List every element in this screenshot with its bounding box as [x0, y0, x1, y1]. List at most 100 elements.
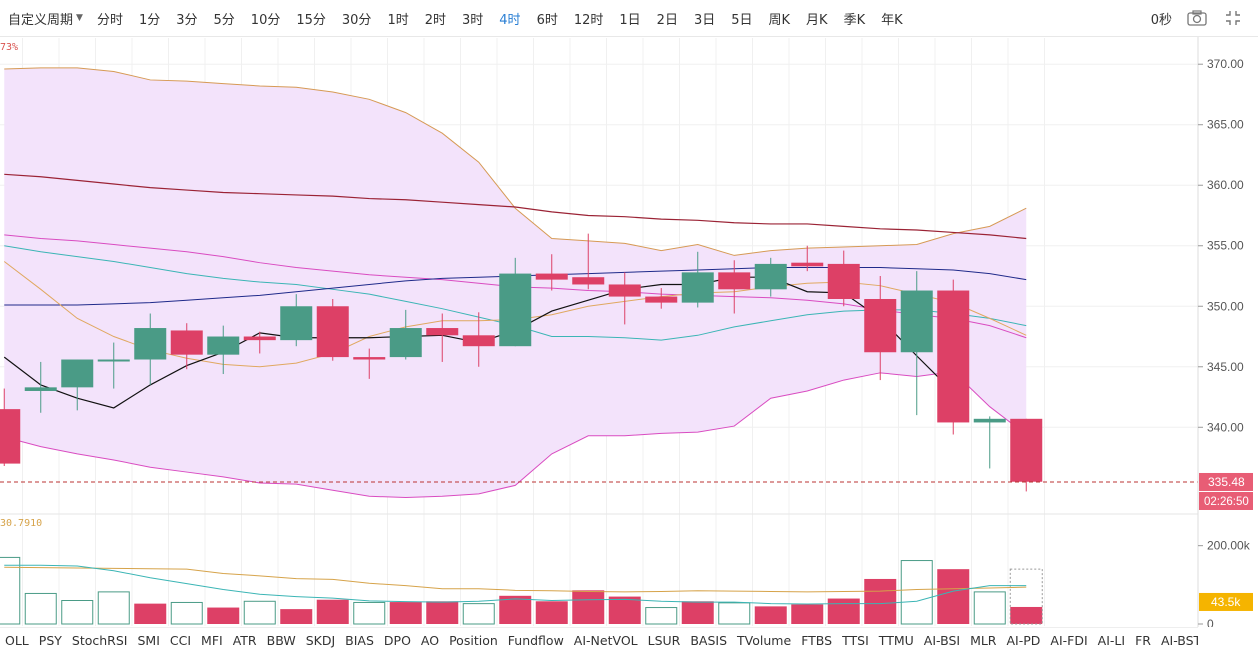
price-tick-label: 345.00: [1207, 360, 1244, 374]
candle-body: [608, 284, 641, 297]
indicator-tab[interactable]: SMI: [137, 632, 160, 648]
timeframe-tab[interactable]: 5分: [213, 12, 235, 28]
indicator-tab[interactable]: FTBS: [801, 632, 833, 648]
candle-body: [827, 263, 860, 299]
price-tick-label: 360.00: [1207, 178, 1244, 192]
volume-bar: [900, 560, 933, 625]
indicator-tab[interactable]: Fundflow: [507, 632, 564, 648]
volume-bar: [170, 601, 203, 625]
volume-bar: [97, 591, 130, 625]
indicator-tab[interactable]: AI-BST: [1160, 632, 1198, 648]
candle-body: [864, 298, 897, 353]
volume-bar: [937, 569, 970, 624]
timeframe-tab[interactable]: 分时: [96, 12, 123, 28]
volume-bar: [134, 603, 167, 624]
candle-body: [61, 359, 94, 388]
indicator-tab[interactable]: TTSI: [842, 632, 869, 648]
indicator-tab[interactable]: TVolume: [737, 632, 792, 648]
period-select-label: 自定义周期: [8, 12, 74, 28]
countdown-badge: [1199, 491, 1253, 510]
indicator-tab[interactable]: TTMU: [878, 632, 914, 648]
volume-bar: [791, 604, 824, 624]
volume-bar: [0, 556, 21, 625]
candle-body: [134, 328, 167, 360]
timeframe-tab[interactable]: 3日: [693, 12, 716, 28]
volume-bar-projection: [1009, 568, 1043, 625]
indicator-tab[interactable]: StochRSI: [71, 632, 128, 648]
candle-body: [645, 296, 678, 303]
indicator-tab[interactable]: OLL: [5, 632, 29, 648]
indicator-tab[interactable]: CCI: [169, 632, 192, 648]
volume-bar: [426, 601, 459, 624]
timeframe-tab[interactable]: 周K: [768, 12, 791, 28]
indicator-tab[interactable]: AI-LI: [1097, 632, 1126, 648]
indicator-tab[interactable]: Position: [449, 632, 498, 648]
indicator-tab[interactable]: MLR: [970, 632, 997, 648]
timeframe-tab[interactable]: 1日: [619, 12, 641, 28]
indicator-tab[interactable]: ATR: [232, 632, 257, 648]
timeframe-tab[interactable]: 10分: [250, 12, 281, 28]
indicator-tab[interactable]: AI-FDI: [1050, 632, 1088, 648]
price-tick-label: 340.00: [1207, 420, 1244, 434]
indicator-tab[interactable]: FR: [1135, 632, 1151, 648]
volume-bar: [1010, 606, 1043, 624]
timeframe-tab[interactable]: 3时: [462, 12, 484, 28]
upper-band-line: [4, 67, 1027, 256]
timeframe-tab[interactable]: 月K: [806, 12, 828, 28]
volume-bar: [827, 598, 860, 624]
indicator-tab[interactable]: AI-BSI: [923, 632, 961, 648]
timeframe-tab[interactable]: 6时: [536, 12, 558, 28]
volume-ma-orange: [4, 566, 1027, 593]
indicator-tab[interactable]: SKDJ: [305, 632, 336, 648]
indicator-tab[interactable]: PSY: [38, 632, 62, 648]
timeframe-tab[interactable]: 5日: [731, 12, 753, 28]
timeframe-tab[interactable]: 30分: [341, 12, 372, 28]
timeframe-tab[interactable]: 1分: [138, 12, 161, 28]
indicator-tab[interactable]: BBW: [266, 632, 296, 648]
indicator-tab[interactable]: AI-NetVOL: [573, 632, 638, 648]
timeframe-tab[interactable]: 2日: [656, 12, 678, 28]
timeframe-tab[interactable]: 2时: [424, 12, 446, 28]
camera-icon[interactable]: [1186, 7, 1208, 29]
indicator-tab[interactable]: AO: [420, 632, 440, 648]
indicator-tab[interactable]: BASIS: [690, 632, 728, 648]
timeframe-tab[interactable]: 季K: [843, 12, 866, 28]
candle-body: [754, 263, 787, 290]
indicator-tab[interactable]: LSUR: [647, 632, 681, 648]
timeframe-tab[interactable]: 1时: [387, 12, 409, 28]
countdown-label: 0秒: [1150, 12, 1172, 28]
volume-bar: [864, 578, 897, 624]
price-tick-label: 350.00: [1207, 299, 1244, 313]
axis-bg: [1198, 37, 1258, 627]
candle-body: [572, 277, 605, 285]
timeframe-tab[interactable]: 3分: [176, 12, 198, 28]
indicator-tab[interactable]: BIAS: [345, 632, 374, 648]
chevron-down-icon: ▼: [76, 13, 83, 23]
custom-period-select[interactable]: 自定义周期 ▼: [8, 9, 83, 28]
volume-bar: [645, 607, 678, 625]
candle-body: [97, 359, 130, 362]
price-axis: 370.00 365.00 360.00 355.00 350.00 345.00 340.…: [1197, 37, 1258, 631]
volume-bar: [389, 602, 422, 624]
indicator-tab-bar: OLL PSY StochRSI SMI CCI MFI ATR BBW SKDJ BIAS DPO…: [0, 627, 1198, 652]
candle-body: [24, 387, 57, 391]
price-chart[interactable]: 370.00 365.00 360.00 355.00 350.00 345.00 340.…: [0, 37, 1258, 651]
main-corner-label: 73%: [0, 42, 18, 53]
timeframe-tab[interactable]: 4时: [499, 12, 521, 28]
timeframe-tab[interactable]: 年K: [881, 12, 903, 28]
timeframe-tab[interactable]: 12时: [573, 12, 604, 28]
current-volume-label: 43.5k: [1211, 595, 1241, 609]
candle-body: [1010, 418, 1043, 482]
indicator-tab[interactable]: AI-PD: [1006, 632, 1041, 648]
ma-long-line: [4, 173, 1027, 240]
volume-bar: [718, 602, 751, 625]
indicator-tab[interactable]: MFI: [201, 632, 223, 648]
candle-body: [681, 272, 714, 303]
candle-body: [426, 328, 459, 336]
fullscreen-icon[interactable]: [1222, 7, 1244, 29]
volume-tick-label: 200.00k: [1207, 539, 1251, 553]
timeframe-tab[interactable]: 15分: [296, 12, 326, 28]
indicator-tab[interactable]: DPO: [383, 632, 411, 648]
lower-band-line: [4, 371, 1027, 498]
candle-body: [900, 290, 933, 353]
